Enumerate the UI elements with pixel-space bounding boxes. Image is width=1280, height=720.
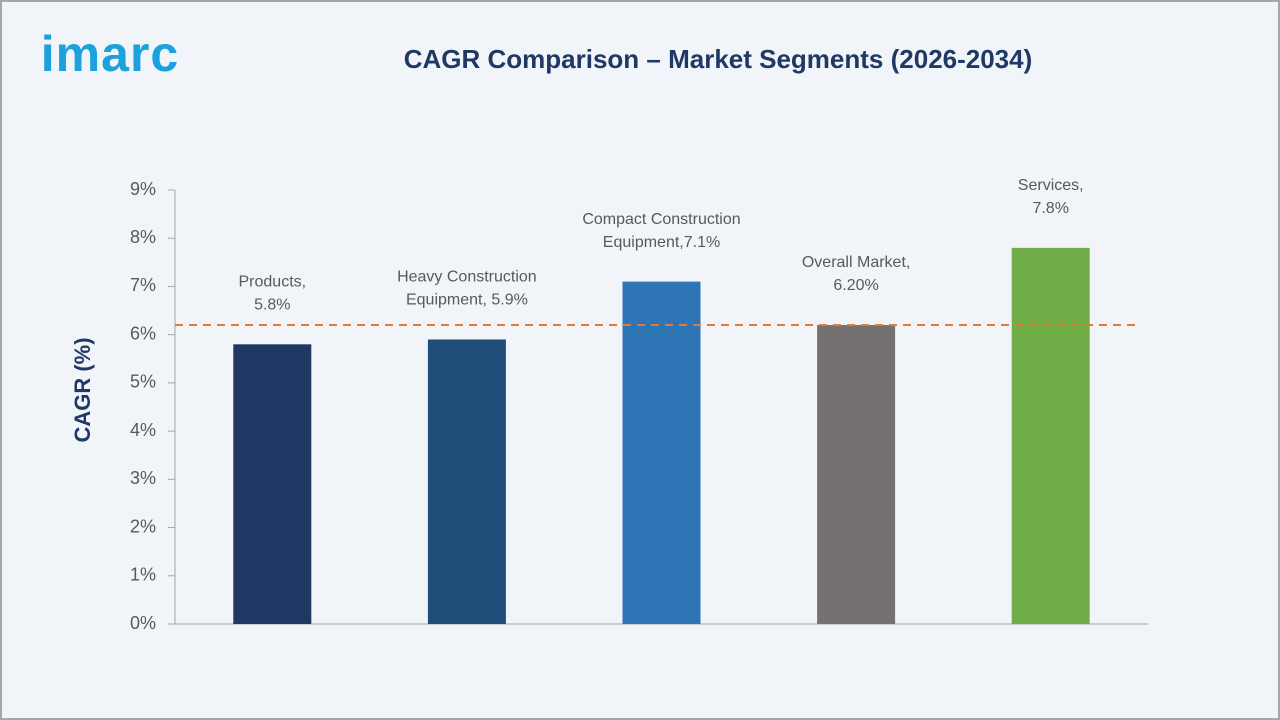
y-tick-label: 0% (130, 613, 156, 633)
data-label: 5.8% (254, 297, 290, 314)
bar (427, 339, 506, 624)
y-axis-title: CAGR (%) (70, 337, 95, 442)
data-label: Equipment,7.1% (603, 234, 720, 251)
bar (817, 325, 896, 624)
data-label: Products, (239, 274, 307, 291)
chart-title: CAGR Comparison – Market Segments (2026-… (404, 44, 1033, 74)
data-label: 6.20% (833, 277, 878, 294)
y-tick-label: 4% (130, 420, 156, 440)
y-tick-label: 2% (130, 516, 156, 536)
logo: imarc (41, 26, 179, 82)
bar (1011, 247, 1090, 624)
data-label: Heavy Construction (397, 269, 537, 286)
y-tick-label: 5% (130, 372, 156, 392)
bar (233, 344, 312, 624)
y-tick-label: 9% (130, 179, 156, 199)
y-tick-label: 3% (130, 468, 156, 488)
data-label: 7.8% (1032, 200, 1068, 217)
y-tick-label: 8% (130, 227, 156, 247)
data-label: Compact Construction (582, 211, 740, 228)
y-tick-label: 1% (130, 565, 156, 585)
y-tick-label: 7% (130, 275, 156, 295)
data-label: Services, (1018, 177, 1084, 194)
y-tick-label: 6% (130, 323, 156, 343)
data-label: Equipment, 5.9% (406, 292, 528, 309)
data-label: Overall Market, (802, 254, 910, 271)
bar (622, 281, 701, 624)
